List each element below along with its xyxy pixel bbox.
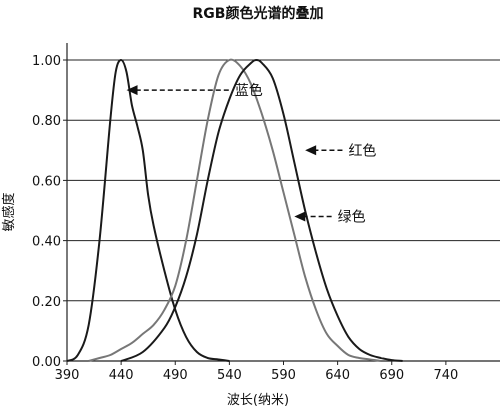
x-tick-label-6: 690 — [379, 368, 404, 383]
y-tick-label-2: 0.40 — [32, 235, 61, 250]
x-tick-label-3: 540 — [217, 368, 242, 383]
annotation-arrowhead-0 — [126, 85, 138, 96]
annotation-arrowhead-1 — [305, 145, 317, 156]
annotation-label-2: 绿色 — [338, 209, 366, 226]
y-tick-label-3: 0.60 — [32, 174, 61, 189]
annotation-arrowhead-2 — [294, 211, 306, 222]
y-tick-label-0: 0.00 — [32, 355, 61, 370]
series-group — [66, 58, 403, 362]
x-tick-label-0: 390 — [55, 368, 80, 383]
y-tick-label-4: 0.80 — [32, 114, 61, 129]
annotation-label-0: 蓝色 — [235, 82, 263, 99]
series-line-1 — [88, 58, 382, 362]
x-axis-ticks: 390 440 490 540 590 640 690 740 — [55, 361, 458, 383]
y-tick-label-1: 0.20 — [32, 295, 61, 310]
x-axis-label: 波长(纳米) — [227, 393, 289, 408]
y-tick-label-5: 1.00 — [32, 54, 61, 69]
gridlines — [67, 59, 500, 302]
series-line-0 — [66, 59, 230, 362]
chart-title: RGB颜色光谱的叠加 — [193, 5, 324, 22]
y-axis-label: 敏感度 — [1, 192, 17, 231]
annotation-label-1: 红色 — [348, 142, 376, 159]
y-axis-ticks: 0.00 0.20 0.40 0.60 0.80 1.00 — [32, 54, 67, 370]
x-tick-label-5: 640 — [325, 368, 350, 383]
x-tick-label-2: 490 — [163, 368, 188, 383]
x-tick-label-1: 440 — [109, 368, 134, 383]
series-line-2 — [120, 59, 403, 362]
x-tick-label-7: 740 — [433, 368, 458, 383]
x-tick-label-4: 590 — [271, 368, 296, 383]
